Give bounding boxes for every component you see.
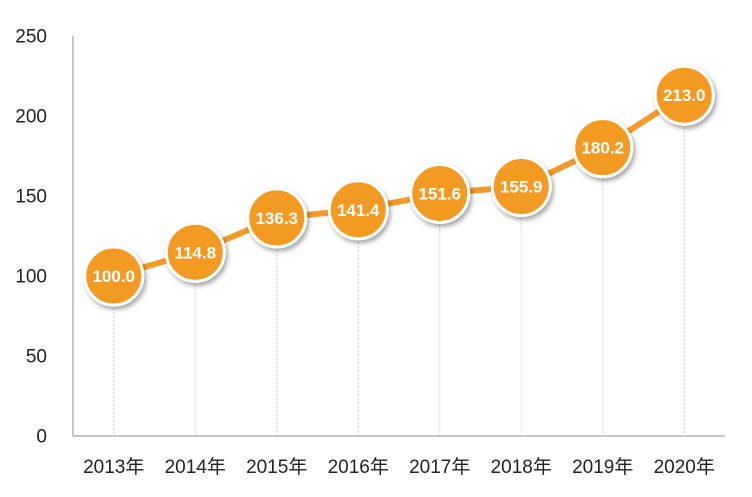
y-tick-label: 200 bbox=[15, 107, 47, 128]
data-label: 100.0 bbox=[92, 267, 135, 286]
data-label: 213.0 bbox=[663, 86, 706, 105]
data-label: 114.8 bbox=[174, 243, 216, 262]
y-tick-label: 250 bbox=[15, 27, 47, 48]
data-point: 141.4 bbox=[327, 179, 389, 241]
x-tick-label: 2014年 bbox=[165, 456, 226, 478]
data-label: 151.6 bbox=[418, 184, 461, 203]
data-label: 136.3 bbox=[255, 209, 298, 228]
y-tick-label: 100 bbox=[15, 267, 47, 288]
point-marker bbox=[164, 221, 226, 283]
x-tick-label: 2016年 bbox=[328, 456, 389, 478]
point-marker bbox=[327, 179, 389, 241]
y-tick-label: 0 bbox=[36, 427, 47, 448]
data-label: 155.9 bbox=[500, 178, 543, 197]
data-point: 114.8 bbox=[164, 221, 226, 283]
data-point: 213.0 bbox=[653, 64, 715, 126]
point-marker bbox=[83, 245, 145, 307]
x-tick-label: 2013年 bbox=[83, 456, 144, 478]
point-marker bbox=[246, 187, 308, 249]
x-tick-label: 2020年 bbox=[654, 456, 715, 478]
x-tick-label: 2019年 bbox=[572, 456, 633, 478]
x-tick-label: 2015年 bbox=[246, 456, 307, 478]
point-marker bbox=[572, 117, 634, 179]
x-axis: 2013年 2014年 2015年 2016年 2017年 2018年 2019年 2020年 bbox=[73, 435, 725, 478]
x-tick-label: 2018年 bbox=[491, 456, 552, 478]
data-point: 136.3 bbox=[246, 187, 308, 249]
x-tick-label: 2017年 bbox=[409, 456, 470, 478]
y-tick-label: 50 bbox=[26, 347, 47, 368]
data-point: 151.6 bbox=[409, 162, 471, 224]
point-marker bbox=[409, 162, 471, 224]
data-label: 180.2 bbox=[581, 139, 624, 158]
point-marker bbox=[490, 156, 552, 218]
data-label: 141.4 bbox=[337, 201, 380, 220]
y-tick-label: 150 bbox=[15, 187, 47, 208]
data-point: 100.0 bbox=[83, 245, 145, 307]
data-markers: 100.0 114.8 136.3 141.4 151.6 155.9 180.2 213.0 bbox=[83, 64, 715, 307]
drop-lines bbox=[113, 95, 685, 436]
point-marker bbox=[653, 64, 715, 126]
data-point: 155.9 bbox=[490, 156, 552, 218]
y-axis: 0 50 100 150 200 250 bbox=[15, 27, 74, 448]
data-point: 180.2 bbox=[572, 117, 634, 179]
